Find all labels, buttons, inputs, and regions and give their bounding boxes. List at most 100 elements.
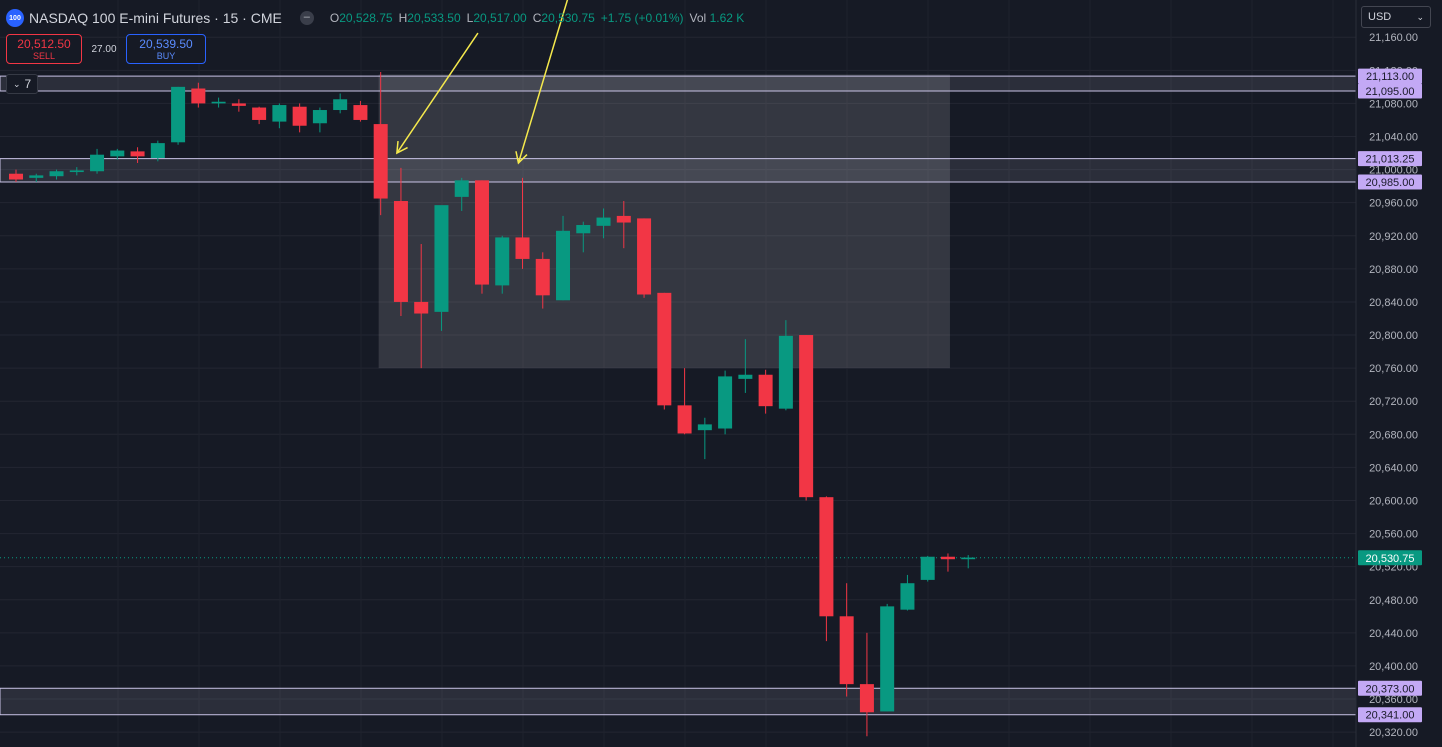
candle-body[interactable] [596, 217, 611, 226]
candle[interactable] [211, 97, 226, 108]
candle-body[interactable] [414, 301, 429, 314]
price-axis[interactable]: 21,160.0021,120.0021,080.0021,040.0021,0… [1355, 0, 1442, 747]
candle-body[interactable] [171, 86, 186, 143]
candle-body[interactable] [474, 180, 489, 285]
currency-select[interactable]: USD ⌄ [1361, 6, 1431, 28]
candle-body[interactable] [211, 101, 226, 104]
candle[interactable] [839, 583, 854, 697]
candle-body[interactable] [677, 405, 692, 434]
candle-body[interactable] [576, 225, 591, 234]
candle[interactable] [90, 148, 105, 174]
candle[interactable] [758, 369, 773, 414]
candle[interactable] [738, 339, 753, 393]
candle[interactable] [130, 147, 145, 163]
candle-body[interactable] [29, 175, 44, 178]
candle[interactable] [474, 180, 489, 294]
candle[interactable] [434, 205, 449, 331]
candle-body[interactable] [535, 258, 550, 296]
candle[interactable] [596, 208, 611, 239]
candle-body[interactable] [961, 557, 976, 560]
candle-body[interactable] [758, 374, 773, 407]
annotation-arrow[interactable] [517, 0, 571, 164]
candle-body[interactable] [312, 110, 327, 124]
candle-body[interactable] [718, 376, 733, 429]
candle[interactable] [535, 252, 550, 309]
candle[interactable] [191, 82, 206, 108]
candle-body[interactable] [69, 170, 84, 173]
candle[interactable] [414, 244, 429, 369]
candle[interactable] [333, 93, 348, 114]
candle-body[interactable] [799, 335, 814, 498]
annotation-arrow[interactable] [396, 32, 479, 154]
candle-body[interactable] [616, 215, 631, 223]
buy-button[interactable]: 20,539.50 BUY [126, 34, 206, 64]
candle[interactable] [900, 574, 915, 611]
candle-body[interactable] [373, 124, 388, 199]
candle[interactable] [150, 140, 165, 162]
candle[interactable] [859, 632, 874, 737]
candle-body[interactable] [231, 103, 246, 106]
candle[interactable] [353, 100, 368, 122]
candle[interactable] [393, 167, 408, 317]
candle-body[interactable] [657, 292, 672, 406]
candle[interactable] [616, 201, 631, 249]
candle[interactable] [677, 368, 692, 435]
candle[interactable] [556, 215, 571, 301]
candle-body[interactable] [495, 237, 510, 286]
candle-body[interactable] [90, 154, 105, 172]
candle[interactable] [920, 555, 935, 582]
candle[interactable] [9, 169, 23, 182]
candle-body[interactable] [940, 556, 955, 560]
candle[interactable] [29, 173, 44, 182]
candle-body[interactable] [880, 606, 895, 712]
candle-body[interactable] [819, 497, 834, 617]
candle[interactable] [961, 555, 976, 569]
candle[interactable] [515, 177, 530, 269]
candle[interactable] [69, 167, 84, 176]
candle-body[interactable] [515, 237, 530, 259]
candle[interactable] [252, 106, 267, 125]
indicators-toggle-button[interactable]: ⌄ 7 [6, 74, 39, 94]
candle[interactable] [697, 417, 712, 460]
candle[interactable] [312, 107, 327, 133]
candle[interactable] [231, 99, 246, 112]
candle-body[interactable] [9, 173, 23, 180]
candle[interactable] [292, 103, 307, 133]
candle[interactable] [718, 370, 733, 435]
candle-body[interactable] [778, 335, 793, 409]
candle[interactable] [495, 235, 510, 294]
candle-body[interactable] [110, 150, 125, 157]
candle[interactable] [880, 603, 895, 712]
candle[interactable] [373, 71, 388, 216]
candle-body[interactable] [637, 218, 652, 295]
candle-body[interactable] [454, 180, 469, 197]
candle-body[interactable] [859, 684, 874, 713]
sr-zone[interactable] [0, 687, 1357, 716]
candle-body[interactable] [333, 99, 348, 111]
candle-body[interactable] [292, 106, 307, 126]
candle[interactable] [778, 320, 793, 411]
candle-body[interactable] [839, 616, 854, 685]
candle[interactable] [110, 148, 125, 160]
candle[interactable] [819, 496, 834, 642]
candle-body[interactable] [697, 424, 712, 431]
sr-zone[interactable] [0, 158, 1357, 183]
candle-body[interactable] [434, 205, 449, 312]
candle-body[interactable] [738, 374, 753, 379]
candle-body[interactable] [272, 105, 287, 122]
candle-body[interactable] [252, 107, 267, 120]
candle[interactable] [657, 292, 672, 410]
sell-button[interactable]: 20,512.50 SELL [6, 34, 82, 64]
candle-body[interactable] [130, 151, 145, 157]
candle[interactable] [454, 177, 469, 211]
candle[interactable] [49, 169, 64, 180]
candle-body[interactable] [49, 171, 64, 177]
candle[interactable] [272, 103, 287, 129]
candle[interactable] [940, 553, 955, 572]
candle[interactable] [171, 86, 186, 145]
candle-body[interactable] [556, 230, 571, 301]
candle[interactable] [576, 221, 591, 253]
candle-body[interactable] [191, 88, 206, 104]
candle-body[interactable] [900, 583, 915, 610]
